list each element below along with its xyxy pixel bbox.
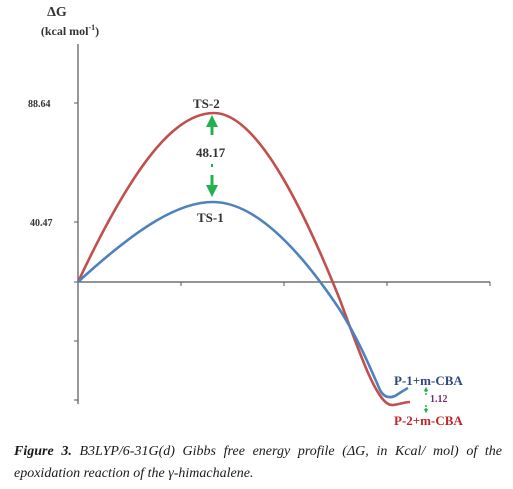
figure-caption: Figure 3. B3LYP/6-31G(d) Gibbs free ener… bbox=[14, 441, 502, 485]
energy-profile-chart: ΔG (kcal mol-1) 88.64 40.47 TS-2 TS-1 48… bbox=[28, 5, 491, 428]
y-axis-title: ΔG bbox=[47, 5, 67, 20]
series-line-ts2 bbox=[76, 111, 411, 407]
y-tick-label-40-47: 40.47 bbox=[30, 218, 53, 229]
caption-text: B3LYP/6-31G(d) Gibbs free energy profile… bbox=[14, 444, 502, 481]
figure-label: Figure 3. bbox=[14, 444, 72, 459]
y-axis-unit: (kcal mol-1) bbox=[41, 23, 99, 38]
ts1-label: TS-1 bbox=[197, 210, 224, 225]
p2-label: P-2+m-CBA bbox=[394, 413, 463, 428]
series-line-ts1 bbox=[77, 200, 409, 399]
y-tick-label-88-64: 88.64 bbox=[28, 99, 51, 110]
p1-label: P-1+m-CBA bbox=[394, 373, 463, 388]
barrier-diff-label: 48.17 bbox=[196, 145, 226, 160]
product-diff-label: 1.12 bbox=[430, 394, 448, 405]
ts2-label: TS-2 bbox=[193, 96, 220, 111]
